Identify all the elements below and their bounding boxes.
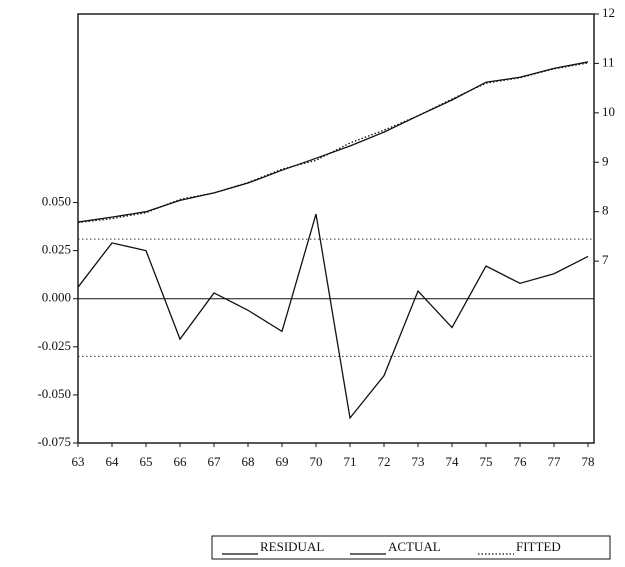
x-tick-label: 76 [514,454,528,469]
y-tick-label: -0.050 [37,386,71,401]
y-tick-label: -0.025 [37,338,71,353]
legend-label: RESIDUAL [260,539,324,554]
y2-tick-label: 12 [602,5,615,20]
x-tick-label: 70 [310,454,323,469]
x-tick-label: 64 [106,454,120,469]
y-tick-label: 0.025 [42,242,71,257]
plot-frame [77,13,595,444]
series-line [77,213,589,420]
x-tick-label: 71 [344,454,357,469]
y2-tick-label: 9 [602,153,609,168]
x-tick-label: 75 [480,454,493,469]
x-tick-label: 67 [208,454,222,469]
y-tick-label: -0.075 [37,434,71,449]
x-tick-label: 65 [140,454,153,469]
y-tick-label: 0.050 [42,194,71,209]
series-line [77,62,589,224]
y2-tick-label: 8 [602,203,609,218]
legend-box [211,535,611,560]
x-tick-label: 66 [174,454,188,469]
legend-label: FITTED [516,539,561,554]
y-tick-label: 0.000 [42,290,71,305]
x-tick-label: 63 [72,454,85,469]
y2-tick-label: 7 [602,252,609,267]
x-tick-label: 77 [548,454,562,469]
y2-tick-label: 11 [602,54,615,69]
legend-label: ACTUAL [388,539,441,554]
x-tick-label: 69 [276,454,289,469]
x-tick-label: 74 [446,454,460,469]
y2-tick-label: 10 [602,104,615,119]
x-tick-label: 72 [378,454,391,469]
series-line [77,61,589,223]
x-tick-label: 68 [242,454,255,469]
x-tick-label: 73 [412,454,425,469]
x-tick-label: 78 [582,454,595,469]
